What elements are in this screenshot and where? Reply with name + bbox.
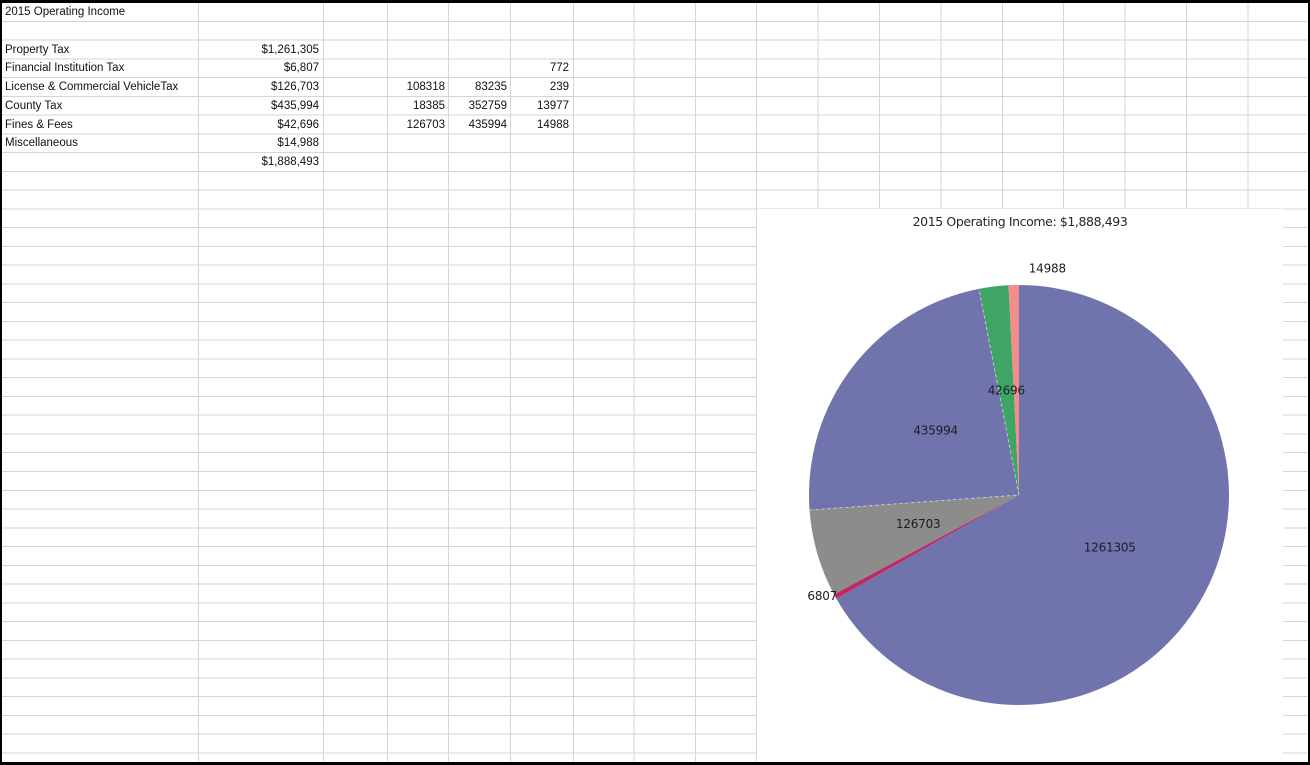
pie-slice-miscellaneous[interactable] (1008, 285, 1019, 495)
pie-slice-license-commercial-vehicletax[interactable] (809, 495, 1019, 595)
cell-B3[interactable]: $1,261,305 (261, 43, 319, 56)
cell-B6[interactable]: $435,994 (271, 99, 319, 112)
sheet-row-7: Fines & Fees $42,696 126703 435994 14988 (0, 116, 760, 135)
sheet-border-top (0, 0, 1310, 3)
pie-label-435994: 435994 (913, 424, 958, 438)
sheet-border-right (1308, 0, 1310, 765)
cell-F5[interactable]: 239 (549, 81, 569, 94)
cell-B9[interactable]: $1,888,493 (261, 156, 319, 169)
pie-slice-fines-fees[interactable] (978, 285, 1019, 495)
cell-A7[interactable]: Fines & Fees (5, 118, 73, 131)
chart-title: 2015 Operating Income: $1,888,493 (912, 214, 1128, 229)
cell-B8[interactable]: $14,988 (277, 137, 319, 150)
cell-A3[interactable]: Property Tax (5, 43, 70, 56)
cell-F4[interactable]: 772 (549, 62, 569, 75)
sheet-border-left (0, 0, 2, 765)
cell-D7[interactable]: 126703 (406, 118, 445, 131)
sheet-row-8: Miscellaneous $14,988 (0, 134, 760, 153)
sheet-row-6: County Tax $435,994 18385 352759 13977 (0, 97, 760, 116)
sheet-row-4: Financial Institution Tax $6,807 772 (0, 59, 760, 78)
pie-label-42696: 42696 (988, 383, 1025, 397)
cell-E6[interactable]: 352759 (468, 99, 507, 112)
cell-B4[interactable]: $6,807 (283, 62, 319, 75)
cell-B5[interactable]: $126,703 (271, 81, 319, 94)
cell-A4[interactable]: Financial Institution Tax (5, 62, 125, 75)
pie-label-126703: 126703 (896, 517, 941, 531)
cell-F6[interactable]: 13977 (537, 99, 569, 112)
sheet-border-bottom (0, 762, 1310, 765)
cell-D6[interactable]: 18385 (413, 99, 445, 112)
sheet-row-9: $1,888,493 (0, 153, 760, 172)
cell-A6[interactable]: County Tax (5, 99, 63, 112)
cell-E7[interactable]: 435994 (468, 118, 507, 131)
cell-A8[interactable]: Miscellaneous (5, 137, 78, 150)
sheet-row-1: 2015 Operating Income (0, 3, 760, 22)
pie-slice-financial-institution-tax[interactable] (834, 495, 1019, 599)
cell-A5[interactable]: License & Commercial VehicleTax (5, 81, 179, 94)
cell-B7[interactable]: $42,696 (277, 118, 319, 131)
sheet-row-5: License & Commercial VehicleTax $126,703 1… (0, 78, 760, 97)
pie-label-1261305: 1261305 (1084, 540, 1136, 554)
pie-label-14988: 14988 (1029, 262, 1066, 276)
pie-slice-dashed-edge (809, 288, 1020, 511)
cell-A1[interactable]: 2015 Operating Income (5, 6, 126, 18)
sheet-row-3: Property Tax $1,261,305 (0, 41, 760, 60)
cell-D5[interactable]: 108318 (406, 81, 445, 94)
pie-label-6807: 6807 (807, 589, 837, 603)
pie-chart-panel[interactable]: 1261305 6807 126703 435994 42696 14988 2015 O… (757, 209, 1283, 765)
pie-slice-county-tax[interactable] (809, 288, 1019, 511)
pie-slice-property-tax[interactable] (836, 285, 1229, 705)
cell-F7[interactable]: 14988 (537, 118, 569, 131)
pie-chart[interactable]: 1261305 6807 126703 435994 42696 14988 (757, 209, 1283, 765)
cell-E5[interactable]: 83235 (475, 81, 507, 94)
